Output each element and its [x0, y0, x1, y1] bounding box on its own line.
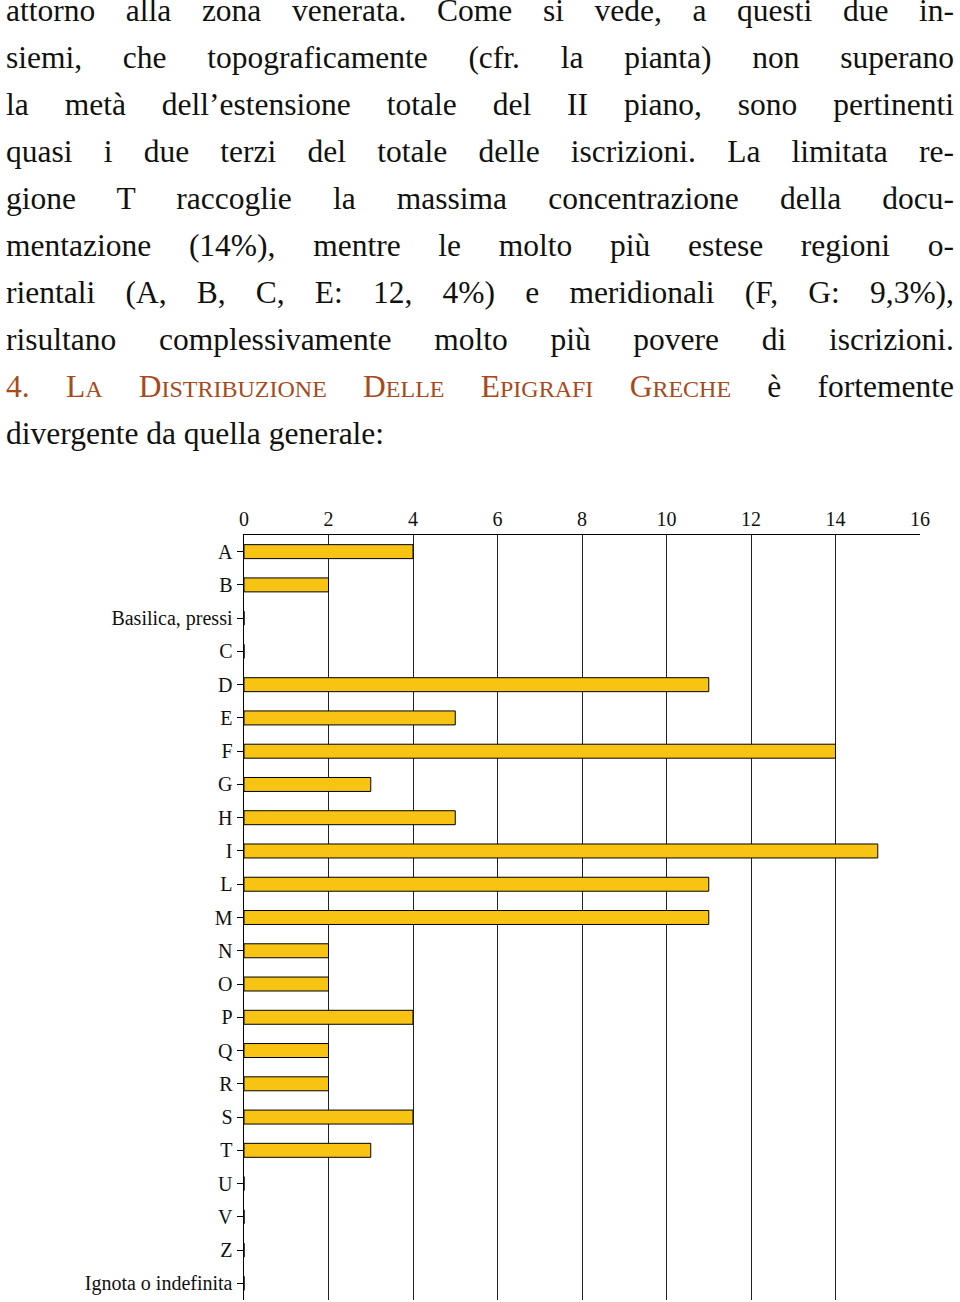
svg-text:16: 16 — [910, 508, 930, 530]
svg-text:M: M — [215, 907, 233, 929]
html-text:risultano complessivamente mol: risultano complessivamente molto più pov… — [6, 322, 954, 357]
html-text:la metà dell’estensione totale: la metà dell’estensione totale del II pi… — [6, 87, 954, 122]
svg-text:2: 2 — [324, 508, 334, 530]
html-text:EPIGRAFI: EPIGRAFI — [480, 369, 594, 404]
svg-text:Basilica, pressi: Basilica, pressi — [111, 607, 233, 630]
html-text:DISTRIBUZIONE: DISTRIBUZIONE — [138, 369, 327, 404]
html-text:divergente da quella generale:: divergente da quella generale: — [6, 416, 385, 451]
svg-text:Q: Q — [218, 1040, 233, 1062]
svg-text:A: A — [218, 541, 233, 563]
html-text:quasi i due terzi del totale d: quasi i due terzi del totale delle iscri… — [6, 134, 954, 169]
svg-text:Z: Z — [220, 1239, 232, 1261]
html-text:siemi, che topograficamente (c: siemi, che topograficamente (cfr. la pia… — [6, 40, 954, 75]
svg-text:E: E — [220, 707, 232, 729]
html-text:mentazione (14%), mentre le mo: mentazione (14%), mentre le molto più es… — [6, 228, 954, 263]
svg-text:F: F — [221, 740, 232, 762]
svg-text:6: 6 — [493, 508, 503, 530]
svg-text:V: V — [218, 1206, 233, 1228]
svg-text:N: N — [218, 940, 232, 962]
svg-text:10: 10 — [657, 508, 677, 530]
svg-text:14: 14 — [826, 508, 846, 530]
svg-text:U: U — [218, 1173, 233, 1195]
svg-text:B: B — [219, 574, 232, 596]
svg-text:I: I — [226, 840, 233, 862]
svg-text:S: S — [221, 1106, 232, 1128]
svg-text:L: L — [220, 873, 232, 895]
svg-text:R: R — [219, 1073, 233, 1095]
svg-text:C: C — [219, 640, 232, 662]
svg-text:P: P — [221, 1006, 232, 1028]
svg-text:0: 0 — [239, 508, 249, 530]
svg-text:8: 8 — [577, 508, 587, 530]
html-text:4. LA: 4. LA — [6, 369, 103, 404]
html-text:GRECHEè fortemente: GRECHEè fortemente — [629, 369, 954, 404]
html-text:DELLE: DELLE — [363, 369, 445, 404]
svg-text:H: H — [218, 807, 232, 829]
html-text:rientali (A, B, C, E: 12, 4%): rientali (A, B, C, E: 12, 4%) e meridion… — [6, 275, 954, 310]
html-text:gione T raccoglie la massima c: gione T raccoglie la massima concentrazi… — [6, 181, 954, 216]
svg-text:4: 4 — [408, 508, 418, 530]
svg-text:D: D — [218, 674, 232, 696]
svg-text:Ignota o indefinita: Ignota o indefinita — [85, 1272, 233, 1295]
svg-text:T: T — [220, 1139, 232, 1161]
svg-text:G: G — [218, 773, 232, 795]
svg-text:O: O — [218, 973, 232, 995]
svg-text:12: 12 — [741, 508, 761, 530]
